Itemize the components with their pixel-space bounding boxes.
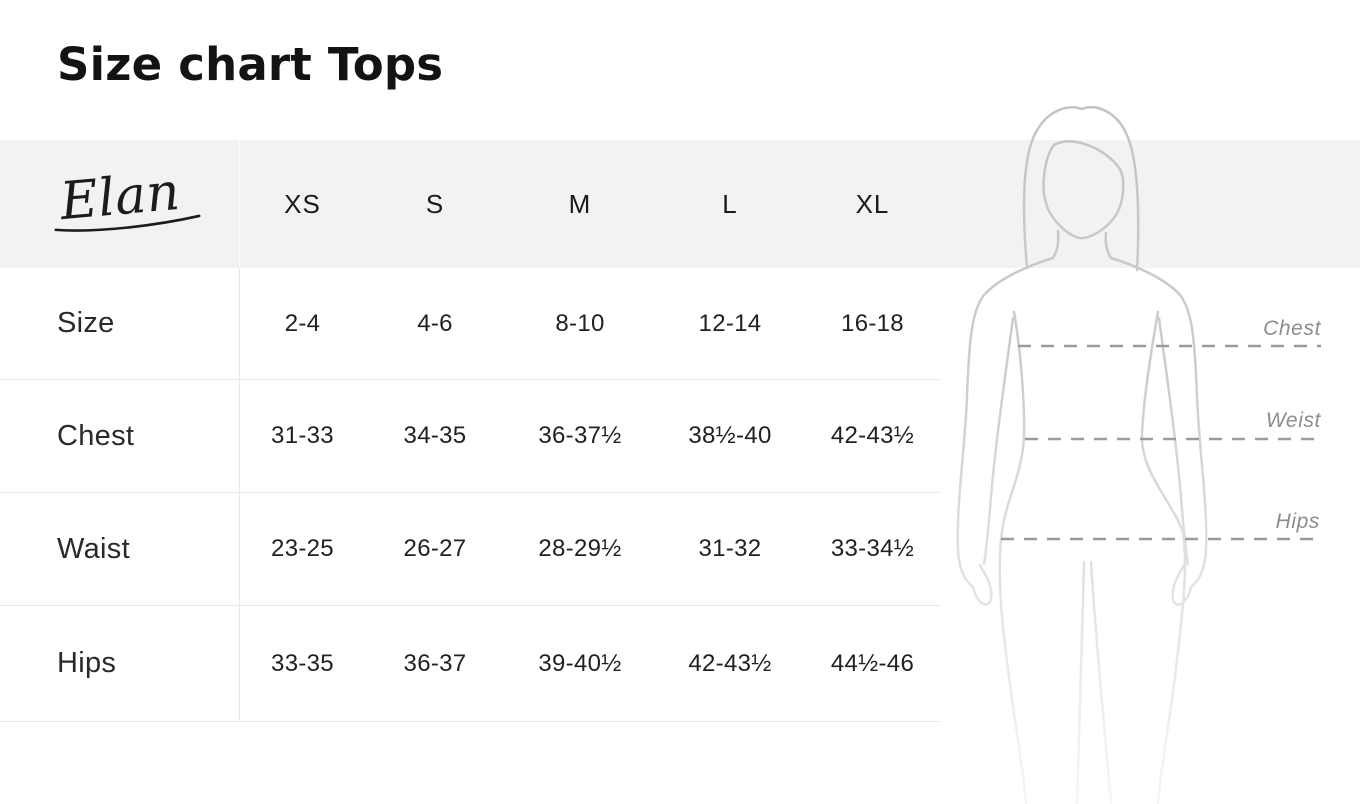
figure-right-arm (1104, 231, 1208, 606)
column-header-s: S (425, 188, 445, 219)
cell-hips-xl: 44½-46 (830, 649, 915, 677)
cell-size-xl: 16-18 (841, 309, 904, 337)
figure-right-inner-leg (1089, 560, 1113, 804)
cell-hips-m: 39-40½ (538, 649, 622, 677)
table-row-waist: Waist 23-25 26-27 28-29½ 31-32 33-34½ (0, 493, 940, 606)
waist-label: Weist (1266, 409, 1322, 432)
figure-left-inner-arm (982, 316, 1015, 566)
figure-left-inner-leg (1075, 560, 1086, 804)
cell-hips-s: 36-37 (403, 649, 467, 677)
table-row-chest: Chest 31-33 34-35 36-37½ 38½-40 42-43½ (0, 380, 940, 493)
cell-waist-s: 26-27 (403, 535, 467, 562)
figure-right-inner-arm (1157, 316, 1190, 566)
woman-outline-illustration (956, 106, 1208, 804)
page-title: Size chart Tops (57, 38, 444, 91)
cell-waist-l: 31-32 (698, 535, 762, 562)
cell-size-m: 8-10 (555, 309, 605, 337)
cell-chest-xs: 31-33 (271, 422, 334, 449)
cell-size-l: 12-14 (698, 309, 762, 337)
row-label-size: Size (0, 268, 240, 379)
column-header-l: L (722, 188, 738, 219)
column-header-xl: XL (855, 188, 890, 219)
hips-label: Hips (1276, 510, 1320, 533)
measurement-labels: Chest Weist Hips (1263, 317, 1321, 533)
cell-hips-xs: 33-35 (271, 649, 334, 677)
body-measurement-figure: Chest Weist Hips (956, 106, 1321, 804)
row-label-hips: Hips (0, 606, 240, 721)
figure-face (1042, 140, 1125, 240)
table-row-hips: Hips 33-35 36-37 39-40½ 42-43½ 44½-46 (0, 606, 940, 722)
row-label-chest: Chest (0, 380, 240, 492)
cell-chest-l: 38½-40 (688, 422, 772, 449)
cell-chest-xl: 42-43½ (830, 422, 915, 449)
figure-left-torso-leg (998, 310, 1028, 804)
table-row-size: Size 2-4 4-6 8-10 12-14 16-18 (0, 268, 940, 380)
table-header-row: Elan XS S M L XL (0, 140, 940, 268)
cell-waist-m: 28-29½ (538, 535, 622, 562)
row-label-waist: Waist (0, 493, 240, 605)
cell-size-s: 4-6 (417, 309, 453, 337)
brand-logo: Elan (54, 162, 201, 232)
figure-left-arm (956, 229, 1060, 606)
column-header-m: M (568, 188, 592, 219)
cell-waist-xl: 33-34½ (830, 535, 915, 562)
cell-waist-xs: 23-25 (271, 535, 334, 562)
brand-logo-text: Elan (57, 162, 183, 232)
column-header-xs: XS (284, 188, 321, 219)
size-chart-table: Elan XS S M L XL Size 2-4 4-6 8-10 12-14… (0, 140, 940, 722)
cell-hips-l: 42-43½ (688, 649, 772, 677)
measurement-lines (1001, 344, 1321, 541)
cell-chest-s: 34-35 (403, 422, 467, 449)
figure-hair (1022, 106, 1140, 272)
cell-chest-m: 36-37½ (538, 422, 622, 449)
brand-logo-cell: Elan (0, 140, 240, 268)
cell-size-xs: 2-4 (284, 309, 321, 337)
figure-right-torso-leg (1140, 310, 1187, 804)
brand-logo-underline (54, 214, 201, 232)
chest-label: Chest (1263, 317, 1321, 340)
